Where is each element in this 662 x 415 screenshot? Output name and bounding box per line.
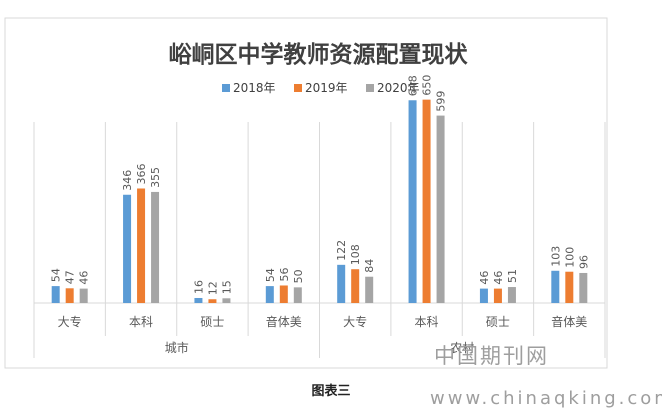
data-label: 50 [292, 269, 305, 283]
data-label: 51 [506, 269, 519, 283]
bar-1 [337, 264, 346, 303]
legend-label: 2018年 [233, 81, 276, 95]
data-label: 47 [64, 270, 77, 284]
data-label: 12 [206, 281, 219, 295]
data-label: 100 [563, 247, 576, 268]
legend-label: 2020年 [377, 81, 420, 95]
data-label: 56 [278, 267, 291, 281]
bar-1 [551, 270, 560, 303]
category-label: 本科 [415, 315, 439, 329]
bar-1 [51, 286, 60, 303]
bar-2 [565, 271, 574, 303]
bar-2 [208, 299, 217, 303]
category-label: 音体美 [266, 314, 302, 329]
bar-2 [65, 288, 74, 303]
bar-2 [493, 288, 502, 303]
bar-1 [123, 194, 132, 303]
bar-1 [408, 100, 417, 303]
data-label: 648 [407, 75, 420, 96]
data-label: 46 [78, 271, 91, 285]
category-label: 大专 [343, 314, 367, 329]
bar-3 [151, 191, 160, 303]
bar-1 [194, 297, 203, 303]
data-label: 599 [435, 91, 448, 112]
bar-3 [579, 272, 588, 303]
legend: 2018年 2019年 2020年 [222, 81, 420, 95]
bar-1 [479, 288, 488, 303]
data-label: 46 [492, 271, 505, 285]
bar-3 [436, 115, 445, 303]
group-label: 城市 [165, 340, 189, 355]
category-label: 大专 [58, 314, 82, 329]
data-label: 46 [478, 271, 491, 285]
watermark-url: www.chinaqking.com [430, 388, 662, 409]
legend-swatch [222, 84, 230, 92]
category-label: 硕士 [486, 315, 510, 329]
bar-2 [422, 99, 431, 304]
data-label: 346 [121, 170, 134, 191]
category-label: 本科 [129, 315, 153, 329]
data-label: 96 [577, 255, 590, 269]
data-label: 15 [220, 280, 233, 294]
chart-border [4, 17, 608, 369]
bar-3 [222, 298, 231, 303]
bar-2 [137, 188, 146, 303]
data-label: 355 [149, 167, 162, 188]
legend-swatch [366, 84, 374, 92]
data-label: 84 [363, 259, 376, 273]
watermark-logo-text: 中国期刊网 [434, 344, 549, 368]
data-label: 366 [135, 163, 148, 184]
legend-label: 2019年 [305, 81, 348, 95]
bar-3 [79, 288, 88, 303]
data-label: 54 [50, 268, 63, 282]
bar-2 [279, 285, 288, 303]
bar-1 [265, 286, 274, 303]
data-label: 103 [549, 246, 562, 267]
data-label: 108 [349, 244, 362, 265]
bar-2 [351, 269, 360, 303]
bar-3 [507, 287, 516, 303]
group-label: 农村 [450, 341, 474, 355]
category-label: 硕士 [200, 315, 224, 329]
data-label: 54 [264, 268, 277, 282]
data-label: 16 [192, 280, 205, 294]
data-label: 650 [421, 75, 434, 96]
chart-title: 峪峒区中学教师资源配置现状 [169, 41, 469, 68]
bar-3 [365, 276, 374, 303]
data-label: 122 [335, 240, 348, 261]
figure-caption: 图表三 [311, 384, 351, 399]
legend-swatch [294, 84, 302, 92]
bar-3 [293, 287, 302, 303]
category-label: 音体美 [551, 314, 587, 329]
